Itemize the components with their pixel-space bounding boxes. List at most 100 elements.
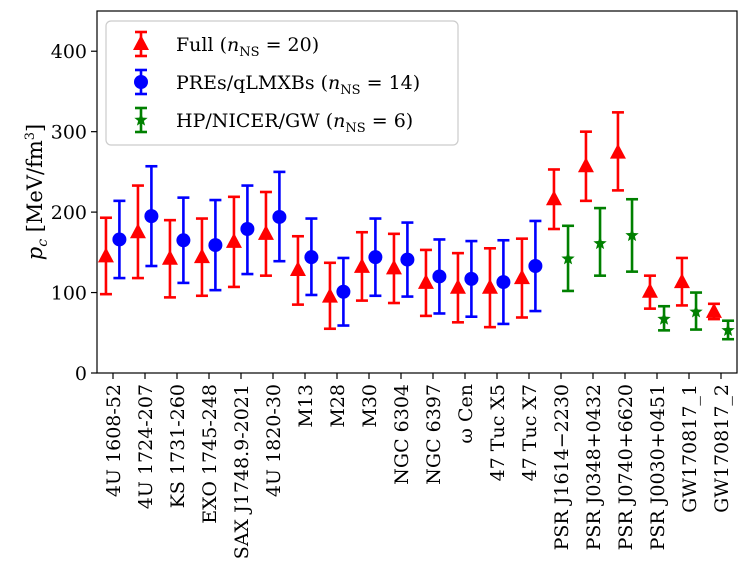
x-tick-label: ω Cen <box>455 384 477 444</box>
marker-triangle <box>289 261 306 277</box>
marker-triangle <box>705 302 722 318</box>
x-tick-label: 47 Tuc X7 <box>519 384 541 481</box>
marker-triangle <box>417 273 434 289</box>
data-point <box>449 251 466 324</box>
data-point <box>673 256 690 307</box>
marker-circle <box>304 250 319 265</box>
x-tick-label: M13 <box>295 384 317 428</box>
data-point <box>657 304 671 332</box>
series-layer <box>97 111 735 341</box>
marker-triangle <box>449 278 466 294</box>
marker-triangle <box>161 249 178 265</box>
plot-area <box>96 10 738 374</box>
x-tick-label: KS 1731-260 <box>167 384 189 508</box>
marker-star <box>689 304 703 318</box>
marker-circle <box>464 271 479 286</box>
marker-triangle <box>353 257 370 273</box>
series-1 <box>97 111 722 331</box>
legend-item: PREs/qLMXBs (nNS = 14) <box>134 68 420 98</box>
marker-triangle <box>193 248 210 264</box>
marker-triangle <box>545 190 562 206</box>
marker-circle <box>144 209 159 224</box>
y-axis-label: pc [MeV/fm3] <box>23 124 51 261</box>
data-point <box>321 261 338 331</box>
data-point <box>513 237 530 319</box>
data-point <box>129 184 146 280</box>
data-point <box>609 111 626 192</box>
data-point <box>432 238 447 315</box>
marker-triangle <box>609 143 626 159</box>
marker-circle <box>240 222 255 237</box>
data-point <box>112 199 127 280</box>
y-tick-label: 300 <box>51 122 87 144</box>
data-point <box>208 198 223 292</box>
data-point <box>625 197 639 273</box>
plot-frame <box>96 10 738 374</box>
data-point <box>545 168 562 231</box>
marker-triangle <box>481 278 498 294</box>
legend-marker-star <box>134 113 148 126</box>
marker-circle <box>176 233 191 248</box>
legend: Full (nNS = 20) PREs/qLMXBs (nNS = 14) HP/… <box>105 20 459 146</box>
y-tick-label: 400 <box>51 41 87 63</box>
legend-label: PREs/qLMXBs (nNS = 14) <box>176 72 420 98</box>
y-tick-label: 200 <box>51 202 87 224</box>
x-tick-label: PSR J0348+0432 <box>583 384 605 550</box>
x-tick-label: 4U 1820-30 <box>263 384 285 497</box>
data-point <box>400 221 415 298</box>
marker-circle <box>336 284 351 299</box>
data-point <box>368 217 383 298</box>
x-tick-label: GW170817_2 <box>711 384 733 513</box>
data-point <box>593 206 607 277</box>
data-point <box>240 184 255 276</box>
marker-triangle <box>385 259 402 275</box>
data-point <box>144 164 159 268</box>
data-point <box>641 274 658 310</box>
marker-triangle <box>641 282 658 298</box>
data-point <box>385 232 402 305</box>
data-point <box>257 190 274 277</box>
marker-circle <box>272 209 287 224</box>
x-tick-label: EXO 1745-248 <box>199 384 221 524</box>
x-tick-label: GW170817_1 <box>679 384 701 513</box>
data-point <box>289 234 306 306</box>
data-point <box>336 256 351 327</box>
data-point <box>705 302 722 321</box>
x-tick-label: NGC 6397 <box>423 384 445 485</box>
x-tick-label: 4U 1724-207 <box>135 384 157 509</box>
data-point <box>561 224 575 293</box>
marker-triangle <box>257 224 274 240</box>
marker-star <box>593 236 607 250</box>
data-point <box>417 248 434 318</box>
marker-star <box>625 228 639 242</box>
data-point <box>304 217 319 297</box>
y-axis: 0 100 200 300 400 <box>51 41 97 385</box>
series-2 <box>112 164 543 327</box>
marker-star <box>561 251 575 265</box>
data-point <box>689 291 703 331</box>
x-tick-label: M28 <box>327 384 349 428</box>
marker-triangle <box>321 287 338 303</box>
data-point <box>528 219 543 313</box>
x-tick-label: PSR J0030+0451 <box>647 384 669 550</box>
legend-item: Full (nNS = 20) <box>133 30 319 60</box>
data-point <box>161 218 178 299</box>
legend-box <box>105 20 459 146</box>
x-tick-label: SAX J1748.9-2021 <box>231 384 253 559</box>
marker-circle <box>208 238 223 253</box>
data-point <box>97 216 114 296</box>
marker-triangle <box>97 247 114 263</box>
x-tick-label: 4U 1608-52 <box>103 384 125 497</box>
marker-circle <box>496 275 511 290</box>
legend-marker-circle <box>134 75 148 89</box>
data-point <box>193 217 210 298</box>
legend-item: HP/NICER/GW (nNS = 6) <box>134 106 413 136</box>
marker-circle <box>112 232 127 247</box>
marker-triangle <box>577 157 594 173</box>
series-3 <box>561 197 735 341</box>
data-point <box>225 195 242 289</box>
data-point <box>272 170 287 263</box>
x-tick-label: PSR J0740+6620 <box>615 384 637 550</box>
data-point <box>464 239 479 318</box>
